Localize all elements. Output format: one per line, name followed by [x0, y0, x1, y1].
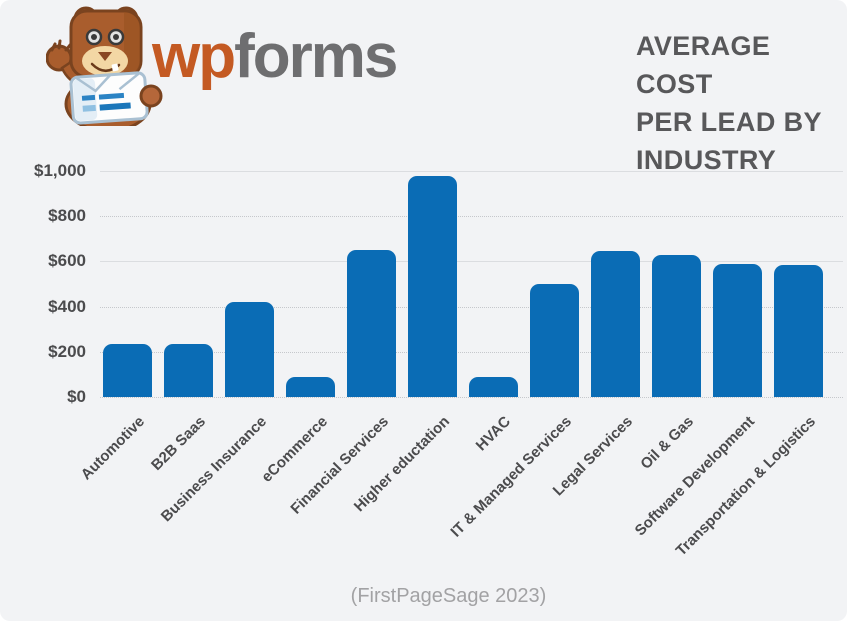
plot-area [100, 171, 843, 398]
bar-transportation-logistics [774, 264, 823, 397]
chart-title-line-3: INDUSTRY [636, 145, 777, 175]
wordmark-forms: forms [234, 22, 398, 91]
bar-ecommerce [286, 376, 335, 397]
bar-hvac [469, 376, 518, 397]
y-tick-label: $800 [48, 206, 86, 226]
y-tick-label: $200 [48, 341, 86, 361]
chart-title: AVERAGE COST PER LEAD BY INDUSTRY [636, 27, 847, 179]
y-tick-label: $400 [48, 296, 86, 316]
gridline [100, 171, 843, 172]
bar-business-insurance [225, 302, 274, 397]
bar-oil-gas [652, 254, 701, 397]
chart-title-line-1: AVERAGE COST [636, 31, 771, 99]
bar-legal-services [591, 251, 640, 397]
x-axis: Automotive B2B Saas Business Insurance eCom… [77, 411, 843, 591]
chart-title-line-2: PER LEAD BY [636, 107, 822, 137]
y-tick-label: $0 [67, 387, 86, 406]
bar-b2b-saas [164, 343, 213, 397]
gridline [100, 351, 843, 353]
wpforms-wordmark: wpforms [152, 26, 398, 88]
bar-it-managed-services [530, 284, 579, 397]
bar-financial-services [347, 250, 396, 397]
bar-software-development [713, 263, 762, 397]
wpforms-bear-icon [46, 6, 163, 126]
gridline [100, 306, 843, 308]
y-tick-label: $1,000 [34, 161, 86, 180]
bar-higher-eductation [408, 175, 457, 397]
y-tick-label: $600 [48, 251, 86, 271]
source-caption: (FirstPageSage 2023) [350, 585, 547, 607]
wordmark-wp: wp [152, 22, 236, 91]
bar-automotive [103, 343, 152, 397]
gridline [100, 261, 843, 263]
baseline [100, 397, 843, 398]
y-axis: $0 $200 $400 $600 $800 $1,000 [0, 161, 86, 406]
gridline [100, 216, 843, 218]
